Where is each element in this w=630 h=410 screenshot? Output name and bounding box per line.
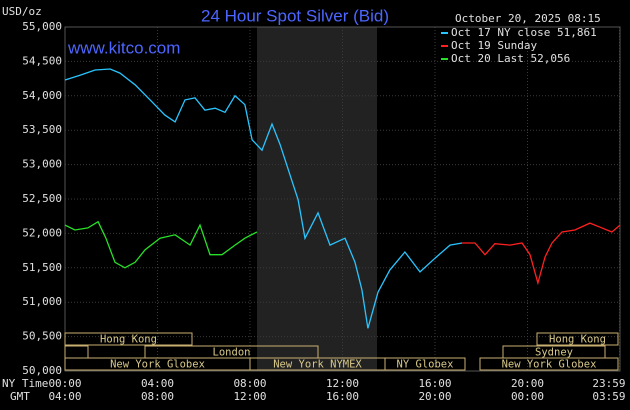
y-axis-label: USD/oz: [2, 5, 42, 18]
y-tick-label: 51,000: [22, 295, 62, 308]
gmt-tick-label: 03:59: [592, 390, 625, 403]
gmt-tick-label: 16:00: [326, 390, 359, 403]
session-box: [536, 332, 619, 346]
gmt-tick-label: 12:00: [233, 390, 266, 403]
y-tick-label: 54,500: [22, 54, 62, 67]
session-label: New York Globex: [502, 359, 597, 371]
gmt-tick-label: 04:00: [48, 390, 81, 403]
legend-label: Oct 20 Last 52,056: [451, 52, 570, 65]
y-tick-label: 54,000: [22, 89, 62, 102]
legend-label: Oct 17 NY close 51,861: [451, 26, 597, 39]
x-tick-label: 12:00: [326, 377, 359, 390]
session-label: New York NYMEX: [273, 359, 362, 371]
gmt-tick-label: 08:00: [141, 390, 174, 403]
y-tick-label: 52,500: [22, 192, 62, 205]
session-box: [479, 357, 619, 371]
session-label: Hong Kong: [549, 334, 606, 346]
session-label: Sydney: [535, 347, 573, 359]
y-tick-label: 53,500: [22, 123, 62, 136]
session-box: [384, 357, 466, 371]
y-tick-label: 52,000: [22, 226, 62, 239]
y-tick-label: 51,500: [22, 261, 62, 274]
x-axis-label: NY Time: [2, 377, 48, 390]
session-box: [64, 332, 193, 346]
x-tick-label: 23:59: [592, 377, 625, 390]
x-tick-label: 20:00: [511, 377, 544, 390]
price-line: [64, 68, 463, 329]
price-line: [462, 222, 621, 286]
x-tick-label: 16:00: [418, 377, 451, 390]
session-label: London: [213, 347, 251, 359]
chart-title: 24 Hour Spot Silver (Bid): [201, 6, 389, 25]
y-tick-label: 50,500: [22, 330, 62, 343]
x-tick-label: 04:00: [141, 377, 174, 390]
plot-frame: [64, 26, 621, 372]
x-tick-label: 00:00: [48, 377, 81, 390]
session-label: New York Globex: [110, 359, 205, 371]
x-tick-label: 08:00: [233, 377, 266, 390]
watermark: www.kitco.com: [67, 38, 180, 57]
session-label: Hong Kong: [100, 334, 157, 346]
y-tick-label: 55,000: [22, 20, 62, 33]
session-label: NY Globex: [397, 359, 454, 371]
gmt-tick-label: 00:00: [511, 390, 544, 403]
price-line: [64, 220, 258, 269]
legend-label: Oct 19 Sunday: [451, 39, 537, 52]
date-stamp: October 20, 2025 08:15: [455, 12, 601, 25]
y-tick-label: 53,000: [22, 158, 62, 171]
y-tick-label: 50,000: [22, 364, 62, 377]
gmt-tick-label: 20:00: [418, 390, 451, 403]
gmt-axis-label: GMT: [10, 390, 30, 403]
